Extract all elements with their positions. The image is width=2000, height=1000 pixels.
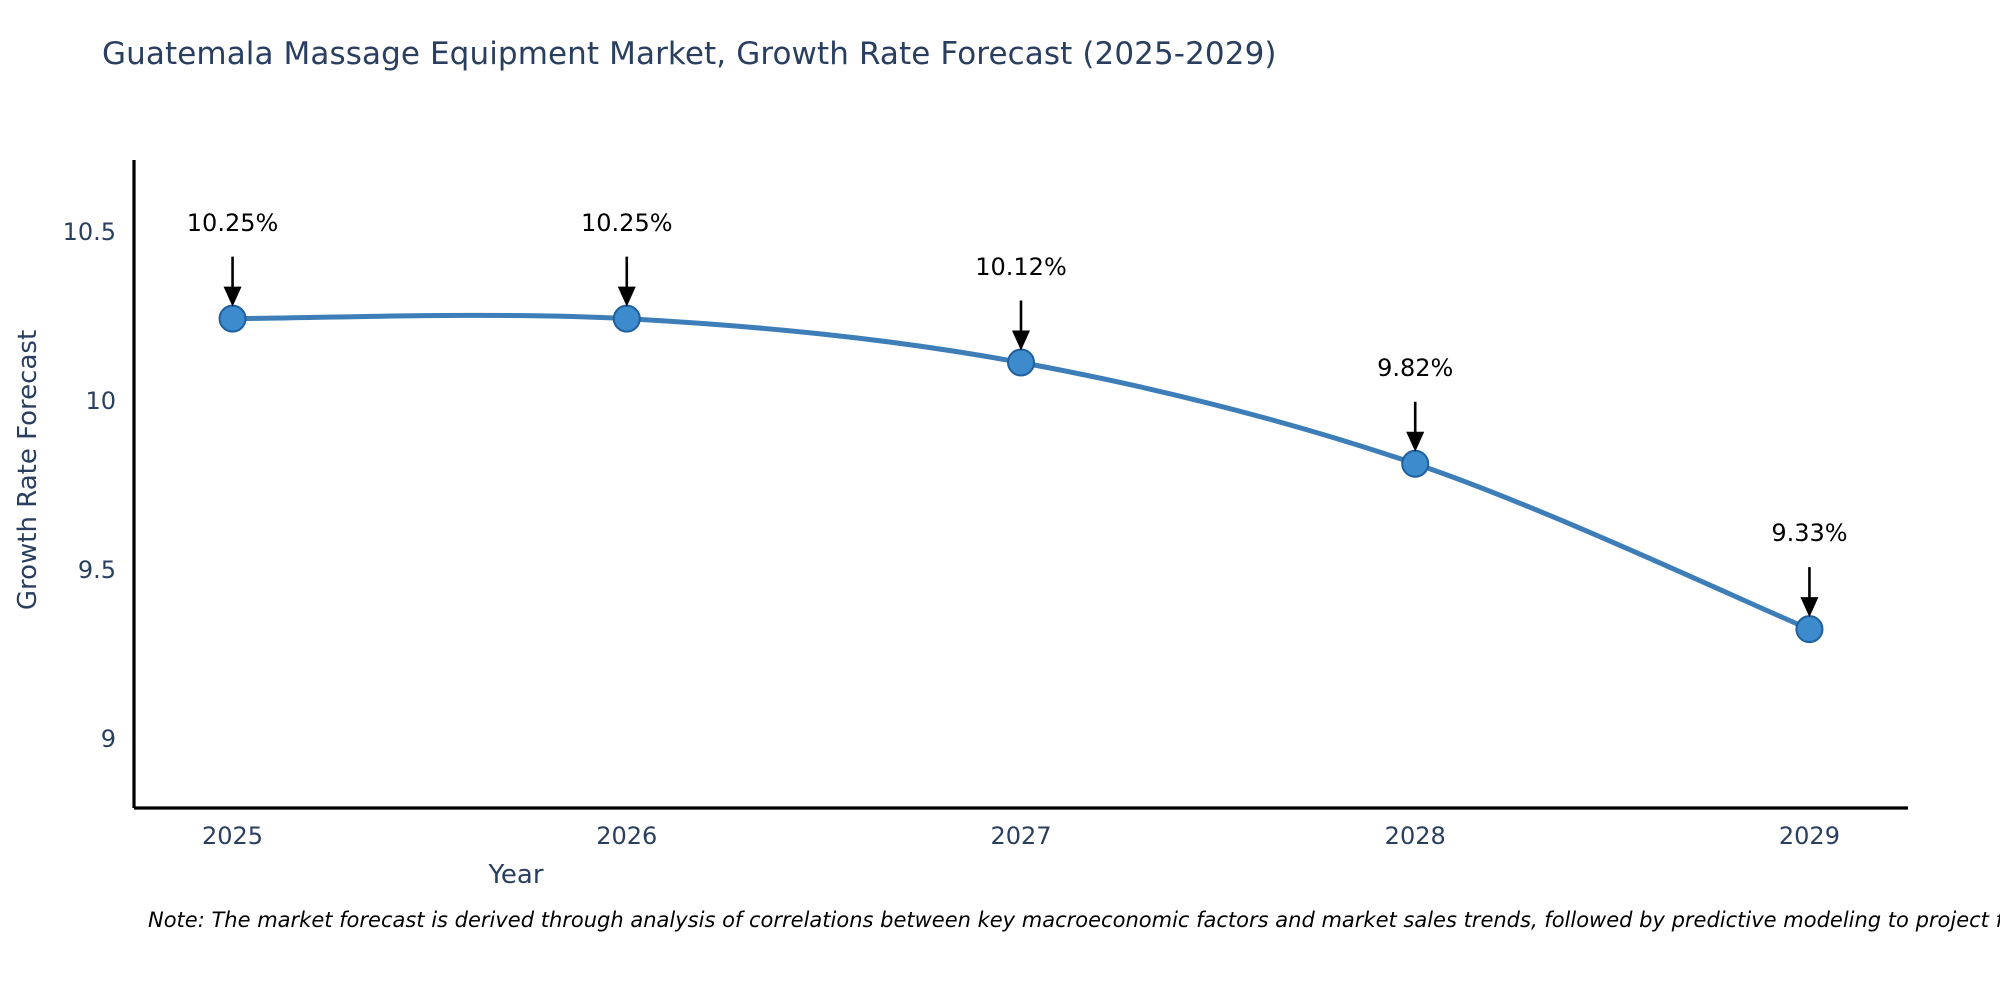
chart-title: Guatemala Massage Equipment Market, Grow…: [102, 36, 1277, 72]
y-tick-label: 10: [85, 387, 116, 415]
point-annotation-label: 10.12%: [975, 252, 1067, 281]
point-annotation-label: 10.25%: [581, 208, 673, 237]
data-markers: [218, 304, 1824, 644]
annotation-arrow: [1012, 300, 1030, 351]
point-annotation-label: 9.33%: [1771, 519, 1848, 548]
annotation-arrow: [617, 256, 636, 307]
data-point-marker: [218, 304, 247, 333]
x-axis-title: Year: [488, 860, 544, 890]
data-point-marker: [1007, 348, 1035, 377]
annotation-arrow: [223, 256, 242, 307]
x-axis-title-wrap: Year: [0, 860, 2000, 890]
x-tick-label: 2026: [596, 822, 658, 850]
data-point-marker: [612, 304, 641, 333]
x-tick-label: 2028: [1384, 822, 1446, 850]
point-annotation-label: 10.25%: [186, 208, 279, 237]
y-tick-label: 10.5: [62, 218, 116, 247]
x-tick-label: 2025: [202, 822, 264, 850]
point-annotation-label: 9.82%: [1377, 353, 1454, 382]
x-tick-label: 2029: [1778, 822, 1840, 850]
data-point-marker: [1795, 615, 1824, 644]
footer-note: Note: The market forecast is derived thr…: [148, 908, 2000, 932]
annotation-arrow: [1406, 401, 1425, 452]
y-tick-label: 9.5: [77, 555, 116, 584]
annotation-arrow: [1800, 567, 1819, 618]
data-point-marker: [1401, 449, 1430, 478]
x-tick-label: 2027: [990, 822, 1052, 850]
y-tick-label: 9: [100, 724, 116, 753]
annotation-arrows: [223, 256, 1819, 618]
